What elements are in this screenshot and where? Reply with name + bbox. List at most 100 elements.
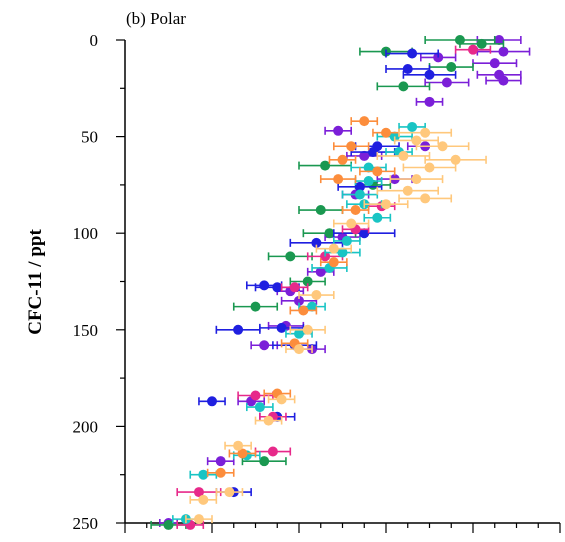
y-tick-label: 250 — [73, 514, 99, 533]
data-point — [420, 193, 431, 204]
series-2 — [150, 35, 505, 530]
data-point — [498, 46, 509, 57]
data-point — [311, 290, 322, 301]
data-point — [307, 301, 318, 312]
data-point — [363, 162, 374, 173]
data-point — [328, 243, 339, 254]
data-point — [289, 282, 300, 293]
data-point — [359, 228, 370, 239]
data-points — [150, 35, 531, 530]
data-point — [354, 181, 365, 192]
data-point — [320, 160, 331, 171]
data-point — [402, 63, 413, 74]
data-point — [367, 147, 378, 158]
data-point — [411, 135, 422, 146]
data-point — [198, 469, 209, 480]
data-point — [250, 390, 261, 401]
data-point — [346, 218, 357, 229]
data-point — [333, 125, 344, 136]
data-point — [302, 324, 313, 335]
data-point — [489, 58, 500, 69]
data-point — [224, 487, 235, 498]
data-point — [441, 77, 452, 88]
data-point — [346, 141, 357, 152]
data-point — [333, 174, 344, 185]
data-point — [315, 205, 326, 216]
data-point — [354, 189, 365, 200]
data-point — [476, 38, 487, 49]
series-1 — [159, 35, 531, 528]
data-point — [315, 266, 326, 277]
data-point — [233, 440, 244, 451]
data-point — [372, 166, 383, 177]
y-ticks: 0 50 100 150 200 250 — [73, 31, 125, 533]
data-point — [359, 150, 370, 161]
data-point — [294, 344, 304, 355]
y-tick-label: 200 — [73, 417, 99, 436]
data-point — [494, 35, 505, 45]
data-point — [294, 328, 304, 339]
data-point — [359, 116, 370, 127]
data-point — [498, 75, 509, 86]
data-point — [420, 127, 431, 138]
data-point — [207, 396, 217, 407]
data-point — [424, 69, 435, 80]
data-point — [372, 212, 383, 223]
series-3 — [198, 48, 457, 498]
data-point — [324, 228, 335, 239]
series-6 — [206, 116, 400, 478]
data-point — [193, 487, 204, 498]
data-point — [215, 467, 226, 478]
data-point — [311, 237, 322, 248]
data-point — [254, 402, 265, 413]
data-point — [398, 81, 409, 92]
data-point — [407, 121, 418, 132]
data-point — [233, 324, 244, 335]
data-point — [193, 514, 204, 525]
data-point — [450, 154, 461, 165]
data-point — [298, 305, 309, 316]
series-4 — [176, 44, 492, 530]
panel-label: (b) Polar — [126, 9, 186, 28]
data-point — [272, 282, 283, 293]
data-point — [424, 162, 435, 173]
y-tick-label: 100 — [73, 224, 99, 243]
data-point — [402, 185, 413, 196]
data-point — [267, 446, 278, 457]
data-point — [237, 448, 248, 459]
data-point — [259, 280, 270, 291]
data-point — [276, 394, 287, 405]
data-point — [302, 276, 313, 287]
data-point — [337, 154, 348, 165]
data-point — [381, 199, 391, 210]
data-point — [276, 322, 287, 333]
data-point — [285, 251, 296, 262]
data-point — [398, 150, 409, 161]
data-point — [198, 494, 209, 505]
y-tick-label: 50 — [81, 128, 98, 147]
data-point — [215, 456, 226, 467]
y-axis-title: CFC-11 / ppt — [25, 229, 46, 335]
data-point — [407, 48, 418, 59]
data-point — [250, 301, 261, 312]
data-point — [163, 519, 174, 530]
data-point — [411, 174, 422, 185]
series-5 — [172, 121, 426, 525]
data-point — [446, 62, 457, 73]
data-point — [328, 257, 339, 268]
y-tick-label: 150 — [73, 321, 99, 340]
data-point — [350, 205, 361, 216]
data-point — [263, 415, 274, 426]
data-point — [294, 295, 304, 306]
y-tick-label: 0 — [90, 31, 99, 50]
data-point — [437, 141, 448, 152]
axes — [124, 40, 560, 524]
data-point — [259, 340, 270, 351]
series-7 — [185, 127, 487, 525]
data-point — [363, 176, 374, 187]
data-point — [259, 456, 270, 467]
data-point — [424, 96, 435, 107]
x-ticks — [124, 523, 561, 533]
data-point — [337, 247, 348, 258]
